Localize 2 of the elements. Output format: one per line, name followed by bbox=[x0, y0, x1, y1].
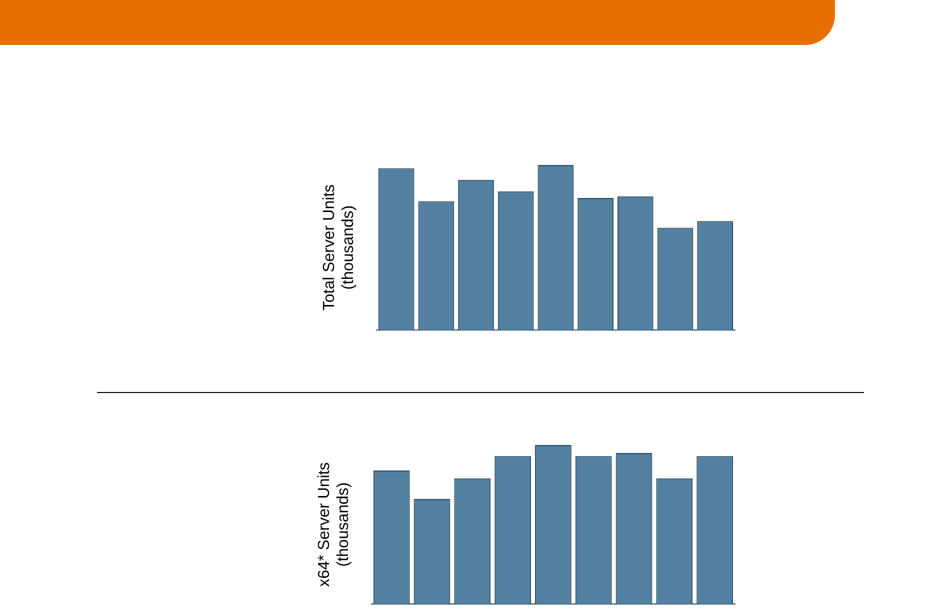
y-axis-title: Total Server Units (thousands) bbox=[321, 184, 358, 311]
y-axis-title: x64* Server Units (thousands) bbox=[316, 462, 352, 587]
